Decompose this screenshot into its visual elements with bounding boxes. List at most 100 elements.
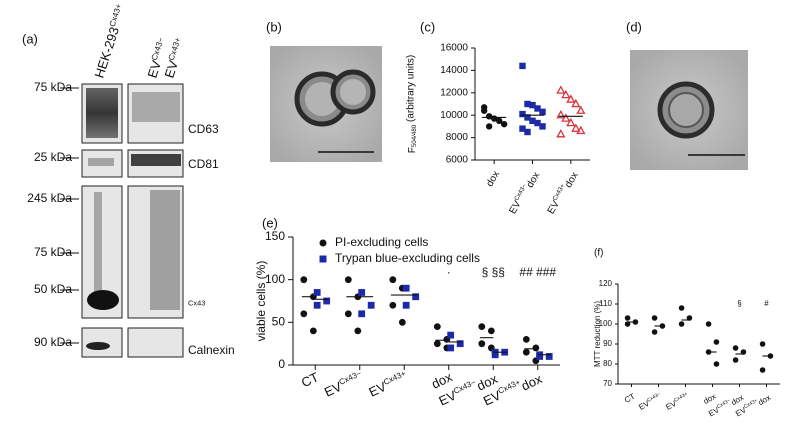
point <box>433 340 441 348</box>
y-tick-label: 0 <box>278 357 285 371</box>
point <box>556 85 566 94</box>
x-tick-label: EVCx43+ <box>366 369 410 400</box>
protein-label: CD63 <box>188 122 219 136</box>
point <box>678 321 685 327</box>
point <box>556 110 566 119</box>
point <box>478 323 486 330</box>
panel-label: (a) <box>22 31 38 46</box>
point <box>576 105 586 114</box>
blot-lane <box>127 327 184 358</box>
y-tick-label: 10000 <box>440 110 468 121</box>
panel-label: (b) <box>266 19 282 34</box>
blot-band <box>86 342 110 350</box>
point <box>686 315 693 321</box>
point <box>566 117 576 127</box>
y-tick-label: 150 <box>265 229 285 243</box>
x-tick-label: dox <box>702 392 718 406</box>
y-tick-label: 90 <box>603 339 612 348</box>
em-image <box>630 50 748 170</box>
point <box>313 289 321 296</box>
blot-band <box>88 158 114 166</box>
legend-marker <box>319 255 327 263</box>
point <box>456 340 464 348</box>
y-tick-label: 100 <box>265 272 285 286</box>
legend-label: Trypan blue-excluding cells <box>335 251 480 265</box>
lane-label: EVCx43+ <box>162 36 189 80</box>
point <box>571 98 581 108</box>
point <box>398 318 406 326</box>
point <box>576 125 586 135</box>
marker-label: 90 kDa <box>34 335 72 349</box>
legend-label: PI-excluding cells <box>335 235 428 249</box>
y-tick-label: 16000 <box>440 43 468 54</box>
point <box>478 340 486 348</box>
blot-band <box>150 190 180 310</box>
point <box>344 276 352 284</box>
point <box>480 104 488 111</box>
x-tick-label: dox <box>484 169 502 188</box>
point <box>713 339 720 345</box>
point <box>571 123 581 132</box>
annotation: § <box>737 299 741 308</box>
point <box>539 108 546 116</box>
y-tick-label: 80 <box>603 359 612 368</box>
annotation: · <box>447 265 451 279</box>
panel-label: (d) <box>626 19 642 34</box>
point <box>433 323 441 330</box>
point <box>651 315 658 321</box>
point <box>367 301 375 309</box>
lane-label: HEK-293Cx43+ <box>92 2 130 80</box>
point <box>500 120 508 128</box>
annotation: # <box>764 299 769 308</box>
point <box>389 276 397 284</box>
point <box>561 89 571 99</box>
point <box>678 305 685 311</box>
point <box>561 113 571 122</box>
blot-band <box>94 192 102 292</box>
legend-marker <box>319 239 327 247</box>
point <box>566 94 576 103</box>
point <box>545 353 553 360</box>
y-tick-label: 8000 <box>446 132 469 143</box>
point <box>495 117 503 125</box>
marker-label: 25 kDa <box>34 150 72 164</box>
blot-band <box>86 88 118 138</box>
blot-band <box>132 92 180 122</box>
x-tick-label: CT <box>299 369 321 390</box>
point <box>389 301 397 309</box>
point <box>300 276 308 284</box>
y-tick-label: 100 <box>599 319 613 328</box>
point <box>705 321 712 327</box>
point <box>447 344 455 352</box>
x-tick-label: EVCx43+dox <box>544 169 580 217</box>
point <box>556 129 566 138</box>
point <box>313 301 321 309</box>
point <box>358 289 366 296</box>
point <box>519 62 526 70</box>
point <box>402 301 410 309</box>
point <box>534 105 541 112</box>
y-tick-label: 50 <box>272 315 286 329</box>
point <box>323 297 331 305</box>
panel-label: (e) <box>262 215 278 230</box>
point <box>624 315 631 321</box>
point <box>487 327 495 335</box>
point <box>402 284 410 292</box>
annotation: ## ### <box>519 265 556 279</box>
marker-label: 75 kDa <box>34 80 72 94</box>
y-tick-label: 110 <box>599 299 612 308</box>
panel-label: (c) <box>420 19 435 34</box>
x-tick-label: CT <box>623 392 637 405</box>
point <box>539 123 546 130</box>
point <box>532 344 540 352</box>
y-tick-label: 6000 <box>446 155 469 166</box>
protein-label: Cx43 <box>188 298 205 307</box>
y-axis-label: MTT reduction (%) <box>593 301 602 367</box>
point <box>536 353 544 360</box>
point <box>524 100 531 108</box>
point <box>344 310 352 318</box>
y-tick-label: 120 <box>599 279 613 288</box>
point <box>522 336 530 343</box>
annotation: § §§ <box>482 265 505 279</box>
